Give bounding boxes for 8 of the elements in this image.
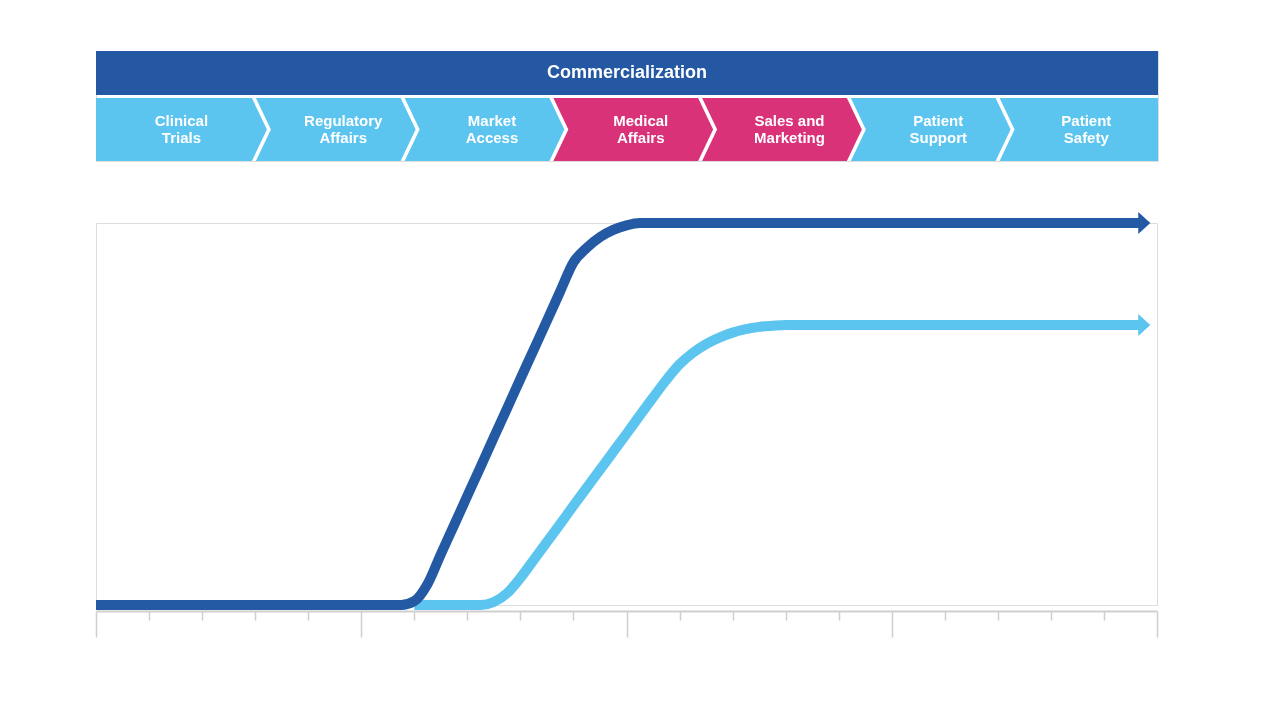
category-label: Market Access: [465, 112, 519, 146]
category-label: Patient Support: [909, 112, 967, 146]
category-label: Regulatory Affairs: [304, 112, 384, 146]
category-label: Clinical Trials: [154, 112, 209, 146]
text: Commercialization: [546, 62, 708, 82]
category-label: Patient Safety: [1061, 112, 1112, 146]
category-label: Sales and Marketing: [754, 112, 825, 146]
category-label: Medical Affairs: [613, 112, 669, 146]
